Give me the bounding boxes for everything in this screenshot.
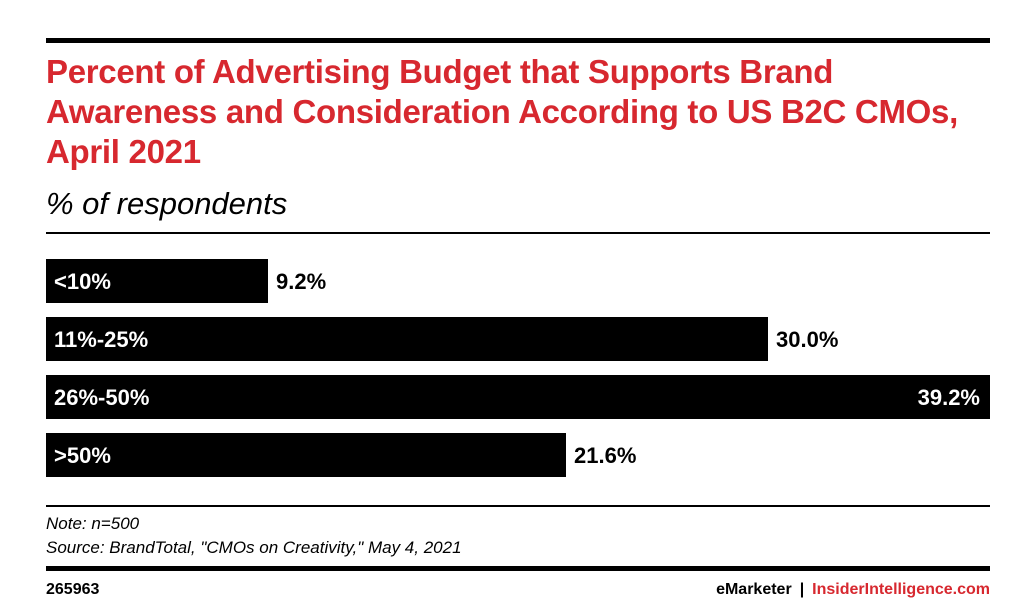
value-label-2: 30.0%	[776, 327, 838, 352]
footer-rule	[46, 566, 990, 571]
chart-subtitle: % of respondents	[46, 186, 288, 221]
brand-emarketer: eMarketer	[716, 581, 792, 598]
subtitle-rule	[46, 232, 990, 234]
top-rule	[46, 38, 990, 43]
value-label-4: 21.6%	[574, 443, 636, 468]
bar-3	[46, 375, 990, 419]
brand-insider-intelligence[interactable]: InsiderIntelligence.com	[812, 581, 990, 598]
chart-id: 265963	[46, 581, 100, 598]
chart-source: Source: BrandTotal, "CMOs on Creativity,…	[46, 538, 462, 557]
chart-note: Note: n=500	[46, 514, 140, 533]
brand-credit: eMarketer | InsiderIntelligence.com	[716, 580, 990, 600]
category-label-2: 11%-25%	[54, 327, 148, 352]
chart-title: Percent of Advertising Budget that Suppo…	[46, 53, 958, 170]
value-label-1: 9.2%	[276, 269, 326, 294]
category-label-1: <10%	[54, 269, 111, 294]
bar-2	[46, 317, 768, 361]
bar-4	[46, 433, 566, 477]
category-label-4: >50%	[54, 443, 111, 468]
chart-bottom-rule	[46, 505, 990, 507]
value-label-3: 39.2%	[918, 385, 980, 410]
brand-separator: |	[799, 581, 805, 598]
category-label-3: 26%-50%	[54, 385, 149, 410]
bar-1	[46, 259, 268, 303]
